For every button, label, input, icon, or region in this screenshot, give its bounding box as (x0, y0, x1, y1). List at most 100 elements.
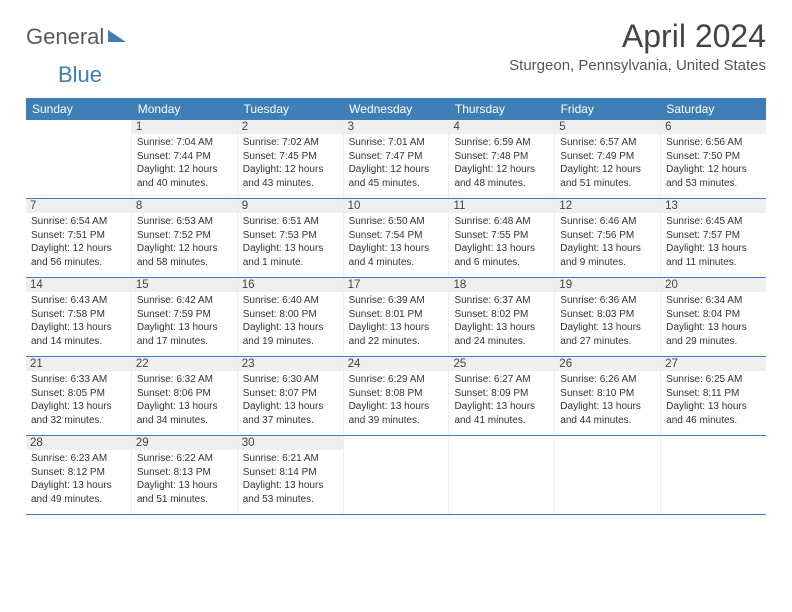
sunset-text: Sunset: 8:13 PM (137, 466, 232, 480)
daylight-text: Daylight: 12 hours and 53 minutes. (666, 163, 761, 190)
day-info: Sunrise: 6:21 AMSunset: 8:14 PMDaylight:… (243, 452, 338, 506)
sunset-text: Sunset: 8:05 PM (31, 387, 126, 401)
sunrise-text: Sunrise: 6:59 AM (454, 136, 549, 150)
day-info: Sunrise: 6:43 AMSunset: 7:58 PMDaylight:… (31, 294, 126, 348)
day-number: 2 (238, 120, 343, 134)
calendar-title: April 2024 (509, 18, 766, 55)
calendar-day: 9Sunrise: 6:51 AMSunset: 7:53 PMDaylight… (238, 199, 344, 277)
calendar-day: 26Sunrise: 6:26 AMSunset: 8:10 PMDayligh… (555, 357, 661, 435)
calendar-day: 18Sunrise: 6:37 AMSunset: 8:02 PMDayligh… (449, 278, 555, 356)
sunset-text: Sunset: 8:00 PM (243, 308, 338, 322)
calendar-day: 24Sunrise: 6:29 AMSunset: 8:08 PMDayligh… (344, 357, 450, 435)
day-info: Sunrise: 6:27 AMSunset: 8:09 PMDaylight:… (454, 373, 549, 427)
daylight-text: Daylight: 13 hours and 44 minutes. (560, 400, 655, 427)
title-block: April 2024 Sturgeon, Pennsylvania, Unite… (509, 18, 766, 74)
sunset-text: Sunset: 8:03 PM (560, 308, 655, 322)
sunrise-text: Sunrise: 6:25 AM (666, 373, 761, 387)
sunrise-text: Sunrise: 6:42 AM (137, 294, 232, 308)
day-info: Sunrise: 6:29 AMSunset: 8:08 PMDaylight:… (349, 373, 444, 427)
day-info: Sunrise: 6:45 AMSunset: 7:57 PMDaylight:… (666, 215, 761, 269)
daylight-text: Daylight: 12 hours and 58 minutes. (137, 242, 232, 269)
calendar-day: 3Sunrise: 7:01 AMSunset: 7:47 PMDaylight… (344, 120, 450, 198)
sunrise-text: Sunrise: 6:54 AM (31, 215, 126, 229)
day-info: Sunrise: 6:46 AMSunset: 7:56 PMDaylight:… (560, 215, 655, 269)
calendar-day: 28Sunrise: 6:23 AMSunset: 8:12 PMDayligh… (26, 436, 132, 514)
calendar-day (661, 436, 766, 514)
sunset-text: Sunset: 7:47 PM (349, 150, 444, 164)
day-header: Thursday (449, 98, 555, 120)
day-info: Sunrise: 6:51 AMSunset: 7:53 PMDaylight:… (243, 215, 338, 269)
sunrise-text: Sunrise: 6:30 AM (243, 373, 338, 387)
sunrise-text: Sunrise: 6:48 AM (454, 215, 549, 229)
calendar-day: 14Sunrise: 6:43 AMSunset: 7:58 PMDayligh… (26, 278, 132, 356)
day-info: Sunrise: 6:32 AMSunset: 8:06 PMDaylight:… (137, 373, 232, 427)
sunset-text: Sunset: 7:58 PM (31, 308, 126, 322)
sunset-text: Sunset: 8:14 PM (243, 466, 338, 480)
calendar-day: 23Sunrise: 6:30 AMSunset: 8:07 PMDayligh… (238, 357, 344, 435)
calendar-day: 20Sunrise: 6:34 AMSunset: 8:04 PMDayligh… (661, 278, 766, 356)
day-header: Wednesday (343, 98, 449, 120)
sunset-text: Sunset: 8:04 PM (666, 308, 761, 322)
daylight-text: Daylight: 12 hours and 48 minutes. (454, 163, 549, 190)
day-info: Sunrise: 6:22 AMSunset: 8:13 PMDaylight:… (137, 452, 232, 506)
sunset-text: Sunset: 7:48 PM (454, 150, 549, 164)
sunrise-text: Sunrise: 6:56 AM (666, 136, 761, 150)
day-number: 25 (449, 357, 554, 371)
calendar-day: 22Sunrise: 6:32 AMSunset: 8:06 PMDayligh… (132, 357, 238, 435)
sunset-text: Sunset: 7:44 PM (137, 150, 232, 164)
calendar-day: 7Sunrise: 6:54 AMSunset: 7:51 PMDaylight… (26, 199, 132, 277)
day-info: Sunrise: 7:04 AMSunset: 7:44 PMDaylight:… (137, 136, 232, 190)
calendar-week: 7Sunrise: 6:54 AMSunset: 7:51 PMDaylight… (26, 199, 766, 278)
sunrise-text: Sunrise: 6:36 AM (560, 294, 655, 308)
sunrise-text: Sunrise: 6:21 AM (243, 452, 338, 466)
day-number: 30 (238, 436, 343, 450)
calendar-day: 12 Sunrise: 6:46 AMSunset: 7:56 PMDayligh… (555, 199, 661, 277)
sunrise-text: Sunrise: 6:39 AM (349, 294, 444, 308)
sunrise-text: Sunrise: 7:02 AM (243, 136, 338, 150)
logo: General (26, 18, 126, 50)
day-number: 10 (344, 199, 449, 213)
calendar-day: 16Sunrise: 6:40 AMSunset: 8:00 PMDayligh… (238, 278, 344, 356)
calendar-day: 4 Sunrise: 6:59 AMSunset: 7:48 PMDaylight… (449, 120, 555, 198)
daylight-text: Daylight: 13 hours and 41 minutes. (454, 400, 549, 427)
calendar-day (26, 120, 132, 198)
day-number: 1 (132, 120, 237, 134)
sunset-text: Sunset: 7:53 PM (243, 229, 338, 243)
calendar-day (555, 436, 661, 514)
calendar-day: 19Sunrise: 6:36 AMSunset: 8:03 PMDayligh… (555, 278, 661, 356)
day-info: Sunrise: 6:23 AMSunset: 8:12 PMDaylight:… (31, 452, 126, 506)
sunset-text: Sunset: 8:10 PM (560, 387, 655, 401)
sunrise-text: Sunrise: 6:50 AM (349, 215, 444, 229)
daylight-text: Daylight: 13 hours and 32 minutes. (31, 400, 126, 427)
day-number: 26 (555, 357, 660, 371)
sunrise-text: Sunrise: 6:27 AM (454, 373, 549, 387)
day-number: 4 (449, 120, 554, 134)
day-number: 12 (555, 199, 660, 213)
day-number: 17 (344, 278, 449, 292)
calendar-day: 2Sunrise: 7:02 AMSunset: 7:45 PMDaylight… (238, 120, 344, 198)
day-info: Sunrise: 6:54 AMSunset: 7:51 PMDaylight:… (31, 215, 126, 269)
calendar-day: 21Sunrise: 6:33 AMSunset: 8:05 PMDayligh… (26, 357, 132, 435)
calendar-body: 1 Sunrise: 7:04 AMSunset: 7:44 PMDaylight… (26, 120, 766, 515)
sunrise-text: Sunrise: 6:40 AM (243, 294, 338, 308)
daylight-text: Daylight: 13 hours and 1 minute. (243, 242, 338, 269)
sunset-text: Sunset: 7:55 PM (454, 229, 549, 243)
calendar-day: 17Sunrise: 6:39 AMSunset: 8:01 PMDayligh… (344, 278, 450, 356)
calendar-day: 5Sunrise: 6:57 AMSunset: 7:49 PMDaylight… (555, 120, 661, 198)
sunrise-text: Sunrise: 6:51 AM (243, 215, 338, 229)
sunrise-text: Sunrise: 7:01 AM (349, 136, 444, 150)
calendar-day: 29Sunrise: 6:22 AMSunset: 8:13 PMDayligh… (132, 436, 238, 514)
day-info: Sunrise: 7:01 AMSunset: 7:47 PMDaylight:… (349, 136, 444, 190)
day-number: 19 (555, 278, 660, 292)
day-info: Sunrise: 6:42 AMSunset: 7:59 PMDaylight:… (137, 294, 232, 348)
calendar-day: 10 Sunrise: 6:50 AMSunset: 7:54 PMDayligh… (344, 199, 450, 277)
calendar-day: 27Sunrise: 6:25 AMSunset: 8:11 PMDayligh… (661, 357, 766, 435)
sunrise-text: Sunrise: 6:53 AM (137, 215, 232, 229)
day-info: Sunrise: 6:50 AMSunset: 7:54 PMDaylight:… (349, 215, 444, 269)
daylight-text: Daylight: 12 hours and 45 minutes. (349, 163, 444, 190)
sunrise-text: Sunrise: 6:22 AM (137, 452, 232, 466)
daylight-text: Daylight: 12 hours and 51 minutes. (560, 163, 655, 190)
daylight-text: Daylight: 13 hours and 9 minutes. (560, 242, 655, 269)
calendar-day-headers: Sunday Monday Tuesday Wednesday Thursday… (26, 98, 766, 120)
daylight-text: Daylight: 13 hours and 4 minutes. (349, 242, 444, 269)
